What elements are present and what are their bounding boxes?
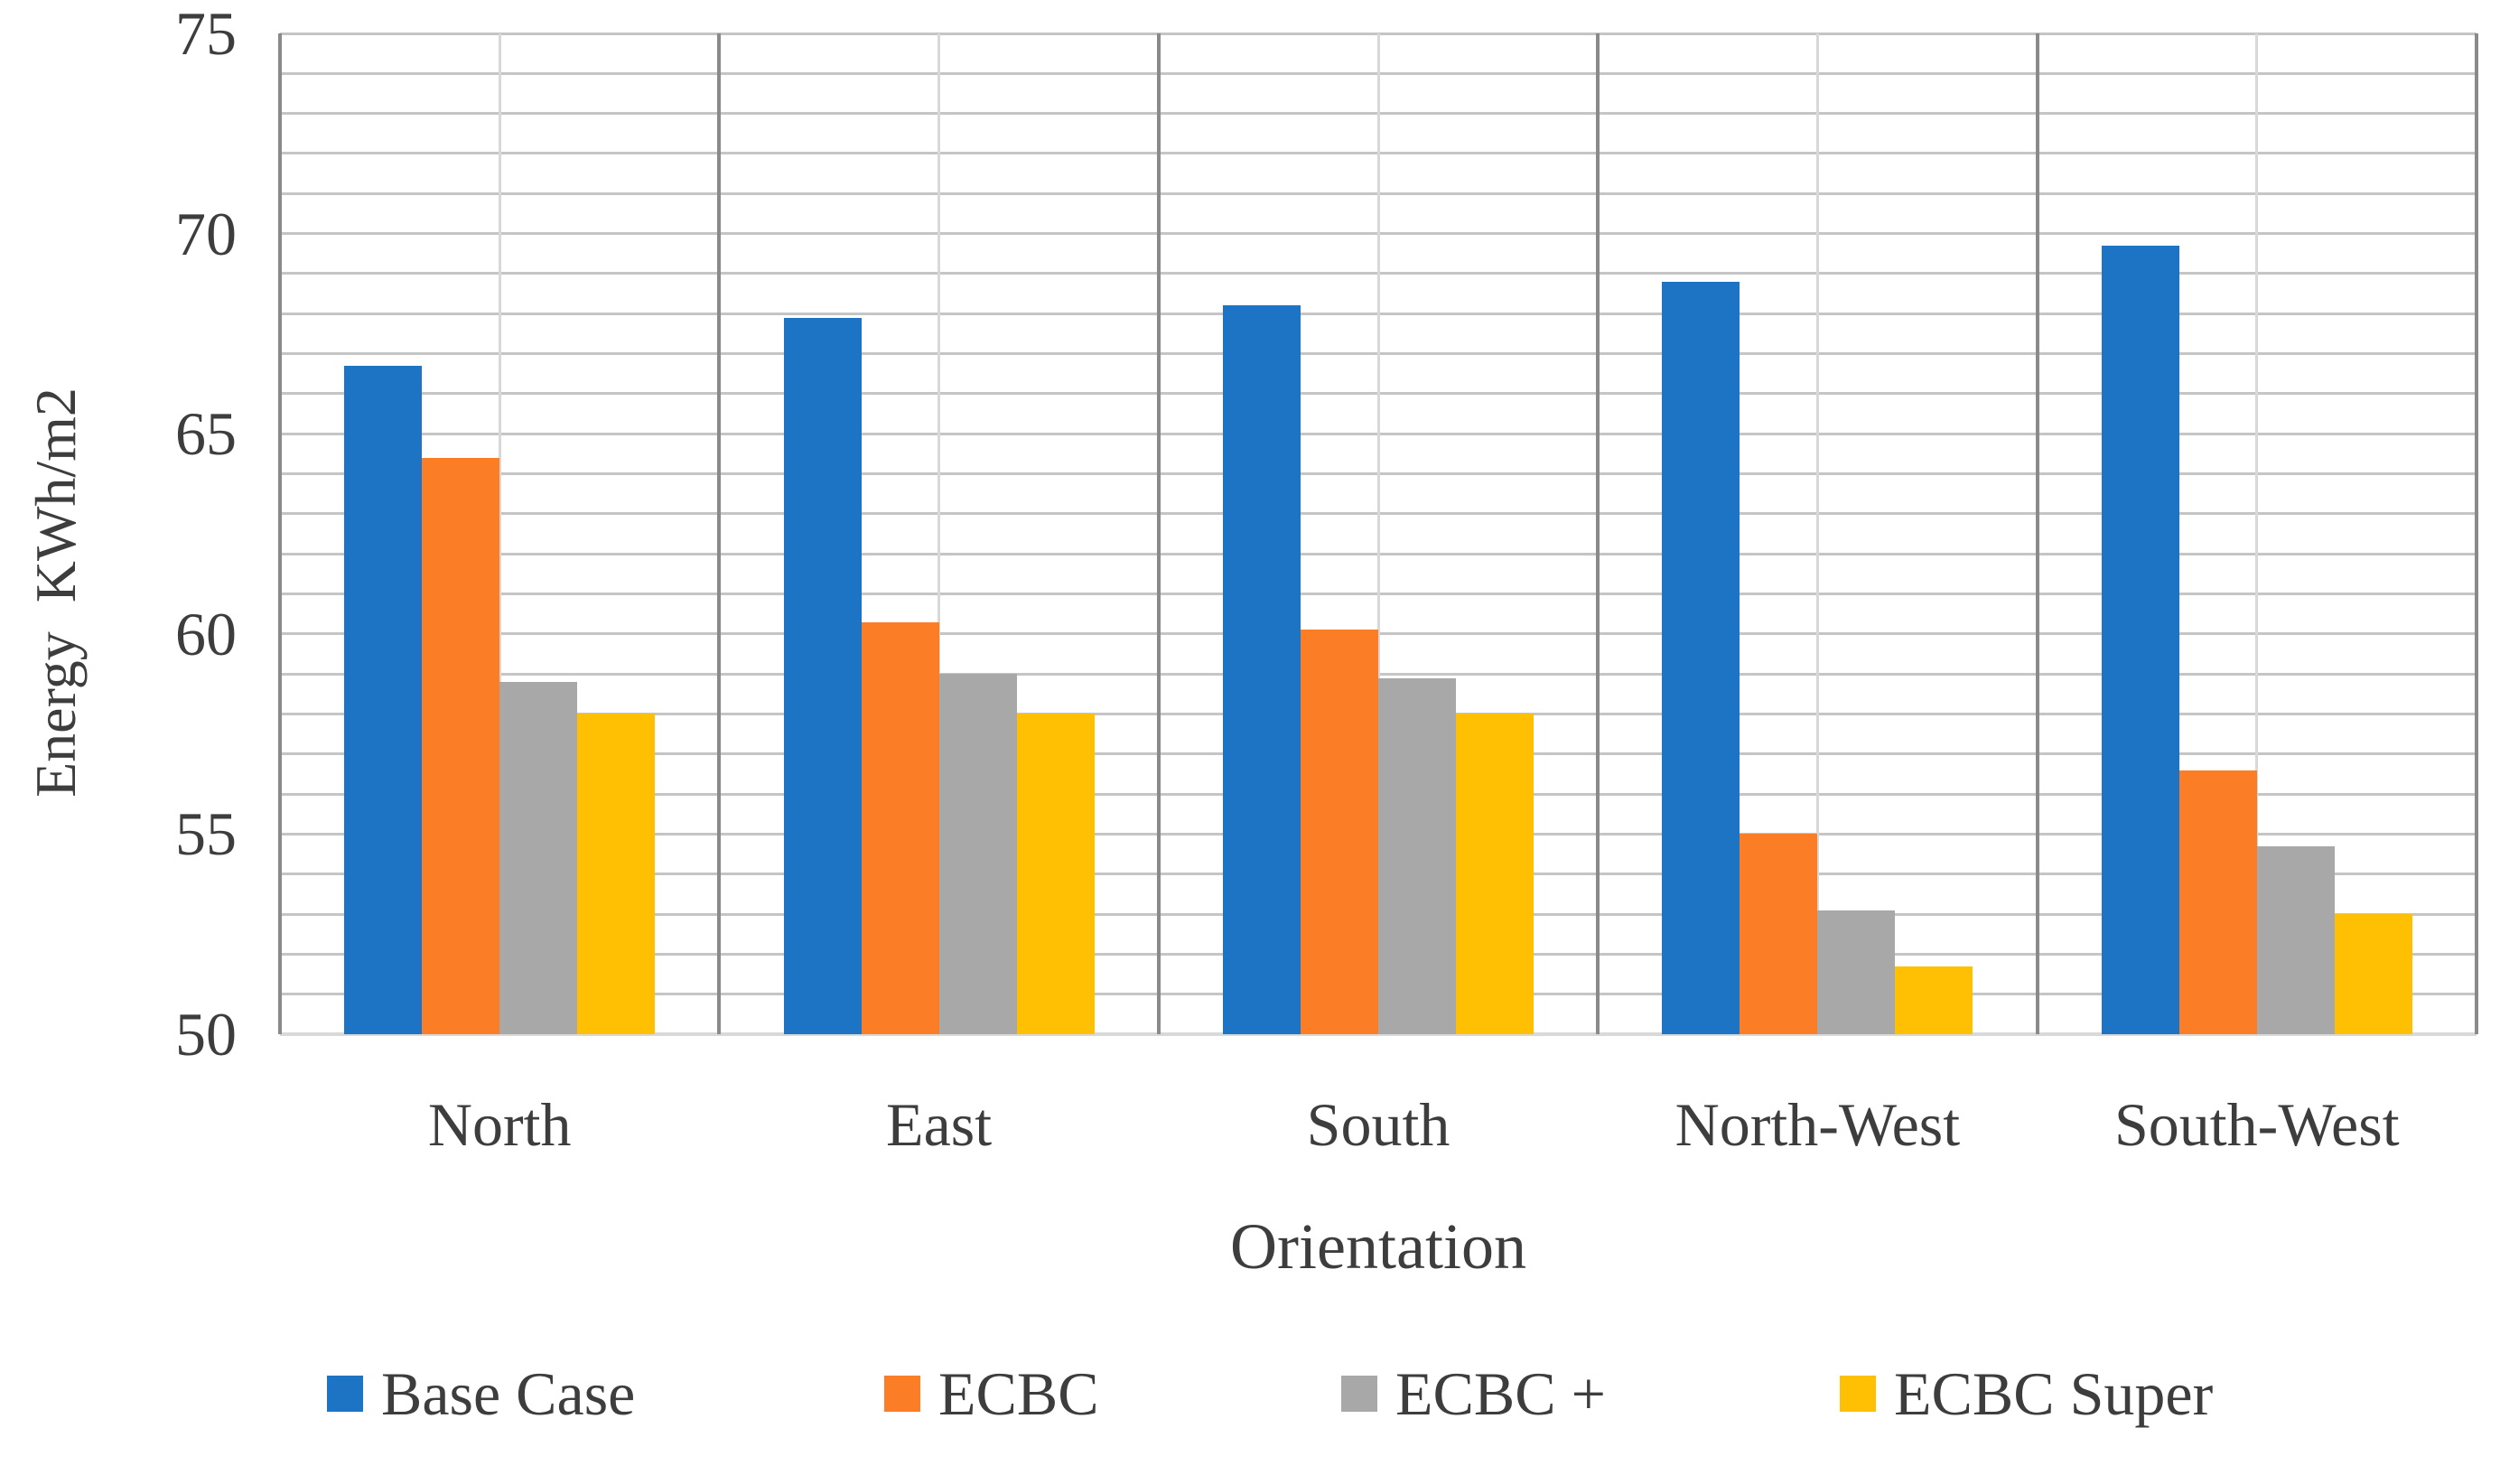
legend-item-ecbc: ECBC	[884, 1353, 1099, 1434]
minor-vertical-gridline	[938, 33, 941, 1034]
bar-ecbc-north-west	[1740, 834, 1818, 1034]
bar-ecbc-super-north-west	[1895, 966, 1973, 1034]
category-separator	[717, 33, 722, 1034]
y-tick-label-75: 75	[175, 0, 237, 68]
bar-base-case-south-west	[2101, 245, 2179, 1034]
x-axis-line	[280, 1032, 2477, 1036]
bar-ecbc-super-south	[1456, 714, 1534, 1034]
y-tick-label-60: 60	[175, 599, 237, 668]
bar-ecbc-north	[422, 457, 500, 1034]
minor-vertical-gridline	[498, 33, 501, 1034]
category-separator	[2475, 33, 2478, 1034]
x-axis-title: Orientation	[1230, 1210, 1526, 1283]
bar-base-case-east	[783, 317, 862, 1034]
legend-marker-icon	[1840, 1376, 1876, 1412]
category-separator	[1156, 33, 1161, 1034]
bar-ecbc--south	[1378, 677, 1456, 1034]
y-tick-label-55: 55	[175, 799, 237, 869]
bar-ecbc-super-north	[577, 714, 656, 1034]
bar-ecbc-super-east	[1016, 714, 1095, 1034]
bar-base-case-south	[1223, 305, 1301, 1034]
category-separator	[1596, 33, 1600, 1034]
legend-marker-icon	[884, 1376, 920, 1412]
bar-ecbc-east	[861, 621, 939, 1034]
bar-ecbc-super-south-west	[2334, 914, 2412, 1034]
category-separator	[2035, 33, 2039, 1034]
y-axis-line	[278, 33, 282, 1034]
legend-marker-icon	[327, 1376, 363, 1412]
y-tick-label-65: 65	[175, 399, 237, 469]
legend-label: ECBC	[938, 1359, 1099, 1428]
bar-base-case-north-west	[1662, 281, 1740, 1034]
x-tick-label-south: South	[1306, 1090, 1451, 1159]
x-tick-label-north-west: North-West	[1674, 1090, 1961, 1159]
x-tick-label-south-west: South-West	[2113, 1090, 2400, 1159]
y-axis-title: Energy KWh/m2	[23, 387, 88, 798]
legend-label: ECBC Super	[1894, 1359, 2214, 1428]
bar-base-case-north	[344, 365, 423, 1034]
x-tick-label-north: North	[427, 1090, 572, 1159]
minor-vertical-gridline	[1815, 33, 1819, 1034]
y-tick-label-50: 50	[175, 1000, 237, 1069]
legend-marker-icon	[1341, 1376, 1377, 1412]
bar-ecbc-south-west	[2178, 770, 2257, 1034]
bar-ecbc--north	[499, 681, 578, 1034]
minor-vertical-gridline	[2255, 33, 2259, 1034]
bar-ecbc--east	[938, 674, 1017, 1034]
bar-ecbc-south	[1301, 630, 1378, 1034]
plot-area	[278, 32, 2478, 1036]
bar-ecbc--north-west	[1817, 910, 1896, 1034]
minor-vertical-gridline	[1376, 33, 1380, 1034]
legend-item-ecbc-: ECBC +	[1341, 1353, 1606, 1434]
legend: Base Case ECBC ECBC + ECBC Super	[0, 1353, 2500, 1461]
legend-item-ecbc-super: ECBC Super	[1840, 1353, 2213, 1434]
y-tick-label-70: 70	[175, 199, 237, 268]
legend-item-base-case: Base Case	[327, 1353, 635, 1434]
x-tick-label-east: East	[886, 1090, 993, 1159]
legend-label: Base Case	[381, 1359, 636, 1428]
bar-ecbc--south-west	[2256, 845, 2335, 1034]
legend-label: ECBC +	[1395, 1359, 1606, 1428]
